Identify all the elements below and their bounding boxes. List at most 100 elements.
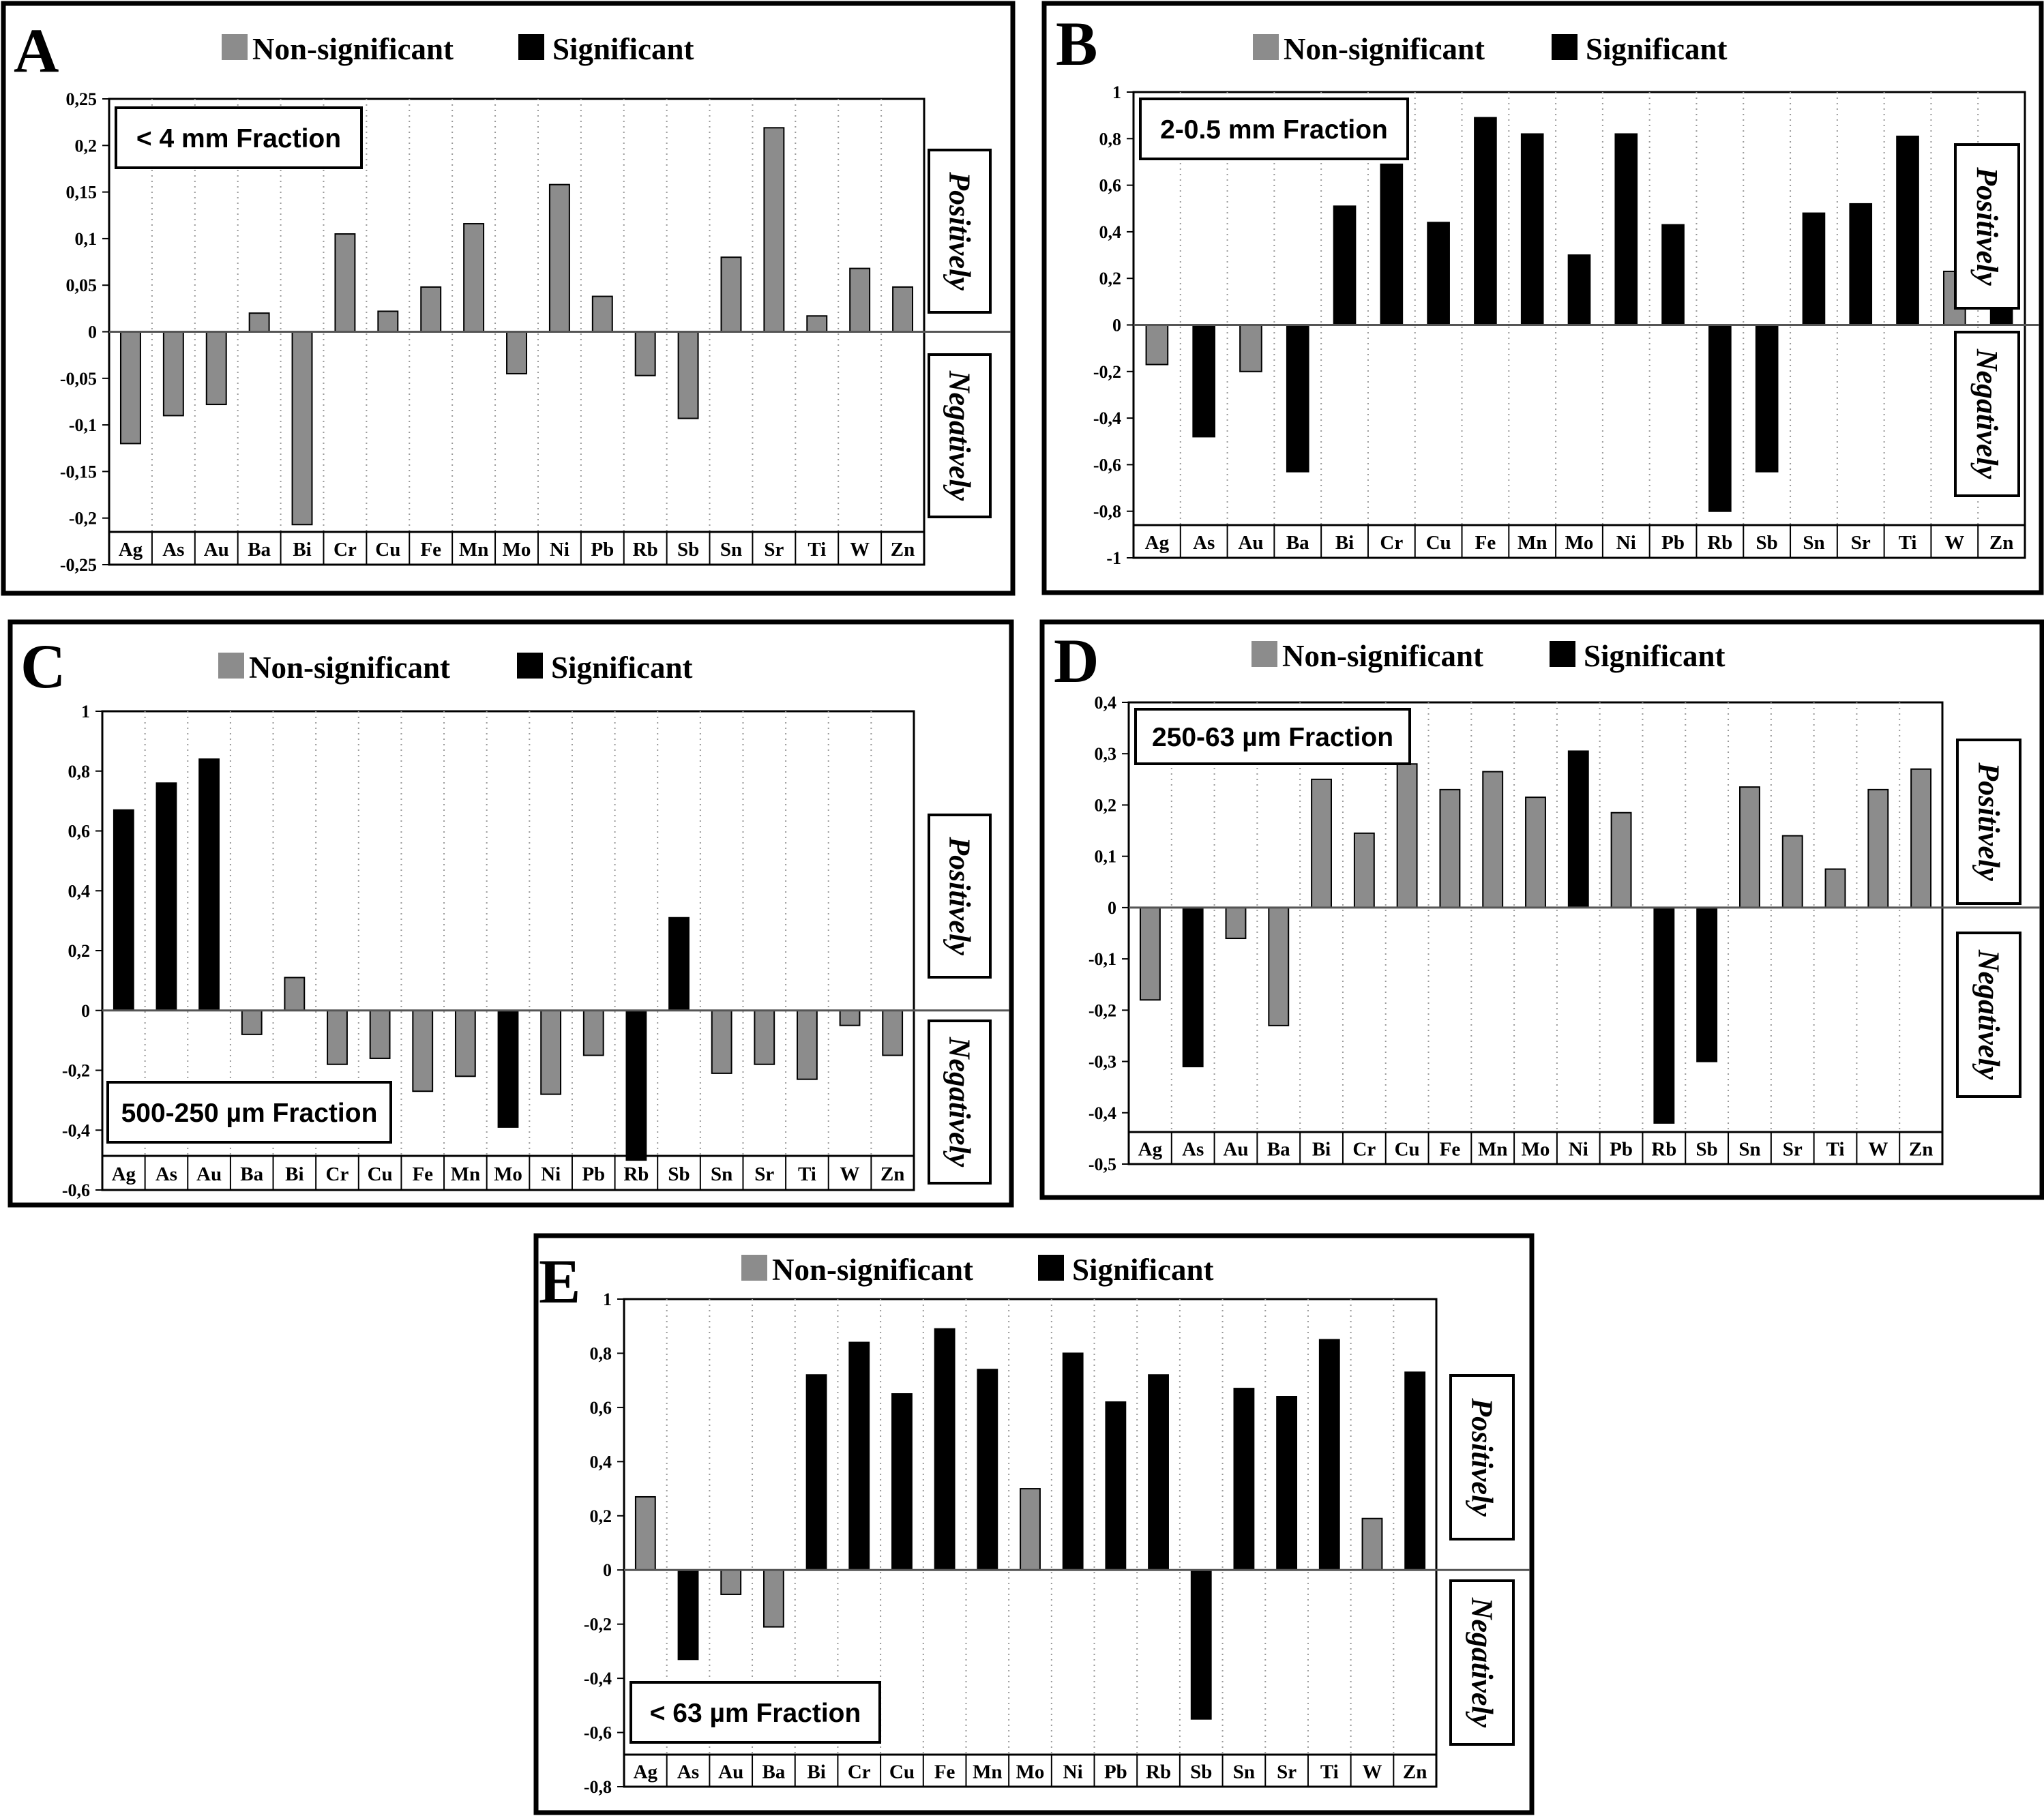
bar-cr xyxy=(1380,163,1404,326)
y-tick-label: 1 xyxy=(1112,83,1121,102)
positively-box xyxy=(1449,1374,1515,1540)
category-label: Bi xyxy=(285,1163,303,1185)
category-label: Ti xyxy=(1320,1761,1339,1783)
negatively-box xyxy=(1956,932,2021,1098)
bar-sb xyxy=(1696,906,1718,1062)
negatively-box xyxy=(928,1019,992,1185)
bar-ag xyxy=(1139,906,1161,1001)
legend-swatch-nonsignificant xyxy=(222,34,248,60)
bar-cr xyxy=(1353,832,1375,908)
y-tick-label: 0,4 xyxy=(1099,222,1122,242)
plot-area xyxy=(623,1298,1438,1788)
panel-letter: A xyxy=(14,16,59,85)
category-label: Pb xyxy=(582,1163,605,1185)
category-label: Ti xyxy=(1826,1139,1845,1161)
bar-mn xyxy=(1520,133,1544,326)
category-label: Sb xyxy=(1190,1761,1212,1783)
category-label: Pb xyxy=(1661,532,1685,554)
category-label: Sn xyxy=(1738,1139,1760,1161)
category-label: Ti xyxy=(1899,532,1917,554)
legend: Non-significant Significant xyxy=(1253,32,1728,66)
category-label: Pb xyxy=(1610,1139,1633,1161)
category-label: W xyxy=(850,539,870,561)
y-tick-label: 0 xyxy=(81,1001,90,1021)
legend-swatch-significant xyxy=(1552,34,1578,60)
bar-ba xyxy=(1268,906,1290,1026)
category-label: Cr xyxy=(334,539,357,561)
bar-rb xyxy=(625,1009,647,1161)
fraction-label: < 63 µm Fraction xyxy=(650,1699,861,1728)
category-label: Ba xyxy=(240,1163,263,1185)
bar-ti xyxy=(806,315,828,333)
bar-w xyxy=(849,267,871,333)
legend: Non-significant Significant xyxy=(222,32,694,66)
category-label: Mn xyxy=(973,1761,1003,1783)
y-tick-label: -0,2 xyxy=(1093,362,1121,382)
y-tick-label: 0 xyxy=(88,323,97,342)
y-tick-label: 0 xyxy=(1108,898,1116,918)
fraction-label: 250-63 µm Fraction xyxy=(1152,723,1393,752)
y-tick-label: 0,6 xyxy=(590,1398,612,1418)
category-label: Ag xyxy=(119,539,143,561)
legend-label-significant: Significant xyxy=(551,651,693,685)
negatively-label: Negatively xyxy=(1466,1597,1499,1728)
y-tick-label: 0,1 xyxy=(75,229,98,249)
y-tick-label: 0,2 xyxy=(75,136,98,155)
negatively-box xyxy=(928,353,992,518)
category-label: Rb xyxy=(1651,1139,1676,1161)
bar-au xyxy=(1225,906,1247,940)
chart-panel-b: B Non-significant Significant Ag As Au Ba Bi Cr C… xyxy=(1041,1,2044,595)
bar-fe xyxy=(412,1009,434,1092)
bar-mn xyxy=(454,1009,476,1077)
bar-rb xyxy=(1148,1374,1169,1571)
bar-pb xyxy=(582,1009,604,1056)
bar-zn xyxy=(892,286,914,333)
y-tick-label: -1 xyxy=(1106,548,1121,568)
bar-cu xyxy=(1427,222,1450,326)
y-tick-label: 0,8 xyxy=(590,1343,612,1363)
y-tick-label: 0,8 xyxy=(68,762,91,782)
bar-mo xyxy=(497,1009,519,1128)
bar-au xyxy=(205,331,227,406)
bar-ni xyxy=(548,183,570,333)
y-tick-label: -0,2 xyxy=(584,1615,612,1635)
positively-label: Positively xyxy=(1970,166,2004,286)
legend-label-significant: Significant xyxy=(1584,639,1725,673)
bar-w xyxy=(839,1009,861,1026)
category-label: Sb xyxy=(677,539,699,561)
bar-cr xyxy=(848,1341,870,1571)
category-label: Cu xyxy=(1395,1139,1420,1161)
y-tick-label: -0,2 xyxy=(62,1061,90,1081)
category-label: Zn xyxy=(891,539,915,561)
category-label: Sr xyxy=(1851,532,1871,554)
bar-au xyxy=(720,1569,742,1595)
negatively-box xyxy=(1449,1579,1515,1746)
bar-cu xyxy=(377,310,399,333)
bar-ba xyxy=(241,1009,263,1035)
fraction-box xyxy=(1139,98,1409,160)
category-label: Pb xyxy=(1104,1761,1127,1783)
y-tick-label: -0,3 xyxy=(1088,1052,1116,1072)
bar-sr xyxy=(763,127,785,333)
bar-ni xyxy=(1567,750,1589,908)
y-tick-label: 0,2 xyxy=(1095,795,1117,815)
category-label: Ni xyxy=(550,539,569,561)
category-label: Cr xyxy=(1380,532,1403,554)
y-tick-label: 0,05 xyxy=(66,276,98,295)
category-label: Mo xyxy=(503,539,531,561)
y-tick-label: 0,8 xyxy=(1099,129,1122,149)
bar-pb xyxy=(1661,224,1685,326)
bar-bi xyxy=(291,331,313,526)
bar-sn xyxy=(720,256,742,333)
negatively-box xyxy=(1954,331,2020,497)
bar-zn xyxy=(1910,768,1932,908)
y-tick-label: -0,1 xyxy=(1088,949,1116,969)
category-label: Au xyxy=(1238,532,1263,554)
category-label: As xyxy=(162,539,184,561)
category-label: Mn xyxy=(1478,1139,1508,1161)
category-label: Ag xyxy=(1145,532,1170,554)
category-label: Au xyxy=(718,1761,743,1783)
bar-sr xyxy=(1276,1396,1298,1571)
legend-swatch-significant xyxy=(1550,641,1575,667)
bar-bi xyxy=(1311,778,1332,908)
